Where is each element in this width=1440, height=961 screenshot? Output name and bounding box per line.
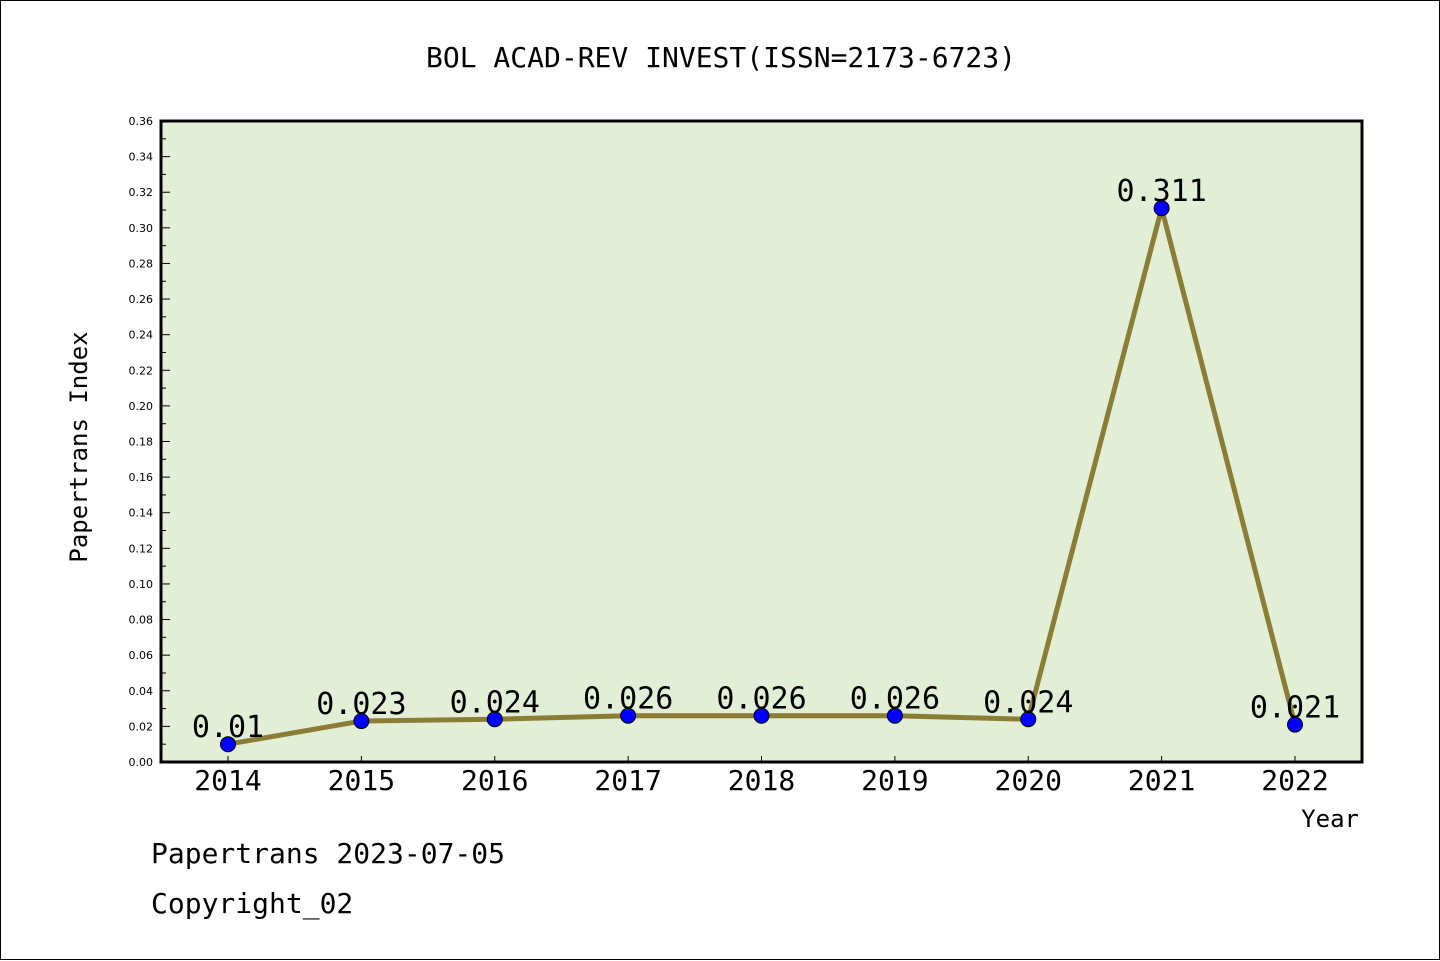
y-tick-label: 0.02	[129, 720, 154, 733]
chart-title: BOL ACAD-REV INVEST(ISSN=2173-6723)	[426, 41, 1016, 74]
data-point	[353, 713, 370, 730]
data-point	[1153, 200, 1170, 217]
y-tick-label: 0.34	[129, 151, 154, 164]
y-tick-label: 0.36	[129, 115, 154, 128]
data-label: 0.026	[583, 682, 673, 717]
y-tick-label: 0.12	[129, 542, 154, 555]
data-label: 0.01	[192, 710, 264, 745]
data-point	[620, 707, 637, 724]
x-axis-label: Year	[1301, 805, 1359, 833]
y-tick-label: 0.22	[129, 364, 154, 377]
x-tick-label: 2019	[861, 764, 928, 797]
y-tick-label: 0.32	[129, 186, 154, 199]
y-tick-label: 0.14	[129, 507, 154, 520]
y-tick-label: 0.30	[129, 222, 154, 235]
data-point	[486, 711, 503, 728]
series-points	[220, 200, 1303, 753]
y-tick-label: 0.06	[129, 649, 154, 662]
data-labels: 0.01 0.023 0.024 0.026 0.026 0.026 0.024 0.311 0…	[192, 174, 1340, 745]
data-label: 0.024	[983, 685, 1073, 720]
data-point	[886, 707, 903, 724]
plot-area	[159, 119, 1364, 764]
y-tick-label: 0.04	[129, 685, 154, 698]
y-axis: 0.00 0.02 0.04 0.06 0.08 0.10 0.12 0.14 0.16 0.18…	[129, 115, 170, 769]
y-tick-label: 0.18	[129, 436, 154, 449]
x-axis: 2014 2015 2016 2017 2018 2019 2020 2021 2022	[194, 756, 1329, 797]
y-tick-label: 0.08	[129, 614, 154, 627]
data-point	[753, 707, 770, 724]
y-tick-label: 0.00	[129, 756, 154, 769]
y-tick-label: 0.20	[129, 400, 154, 413]
y-axis-label: Papertrans Index	[65, 331, 93, 562]
x-tick-label: 2018	[728, 764, 795, 797]
data-label: 0.023	[316, 687, 406, 722]
data-label: 0.311	[1116, 174, 1206, 209]
x-tick-label: 2016	[461, 764, 528, 797]
footer-date: Papertrans 2023-07-05	[151, 837, 506, 870]
x-tick-label: 2020	[995, 764, 1062, 797]
data-label: 0.026	[716, 682, 806, 717]
y-tick-label: 0.26	[129, 293, 154, 306]
x-tick-label: 2014	[194, 764, 261, 797]
x-tick-label: 2022	[1261, 764, 1328, 797]
y-tick-label: 0.16	[129, 471, 154, 484]
x-tick-label: 2017	[594, 764, 661, 797]
x-tick-label: 2021	[1128, 764, 1195, 797]
data-point	[1020, 711, 1037, 728]
data-point	[220, 736, 236, 753]
x-tick-label: 2015	[328, 764, 395, 797]
y-tick-label: 0.10	[129, 578, 154, 591]
data-label: 0.021	[1250, 691, 1340, 726]
footer-copyright: Copyright_02	[151, 887, 354, 920]
data-label: 0.024	[450, 685, 540, 720]
y-tick-label: 0.28	[129, 257, 154, 270]
data-label: 0.026	[850, 682, 940, 717]
data-point	[1287, 716, 1303, 733]
y-tick-label: 0.24	[129, 329, 154, 342]
